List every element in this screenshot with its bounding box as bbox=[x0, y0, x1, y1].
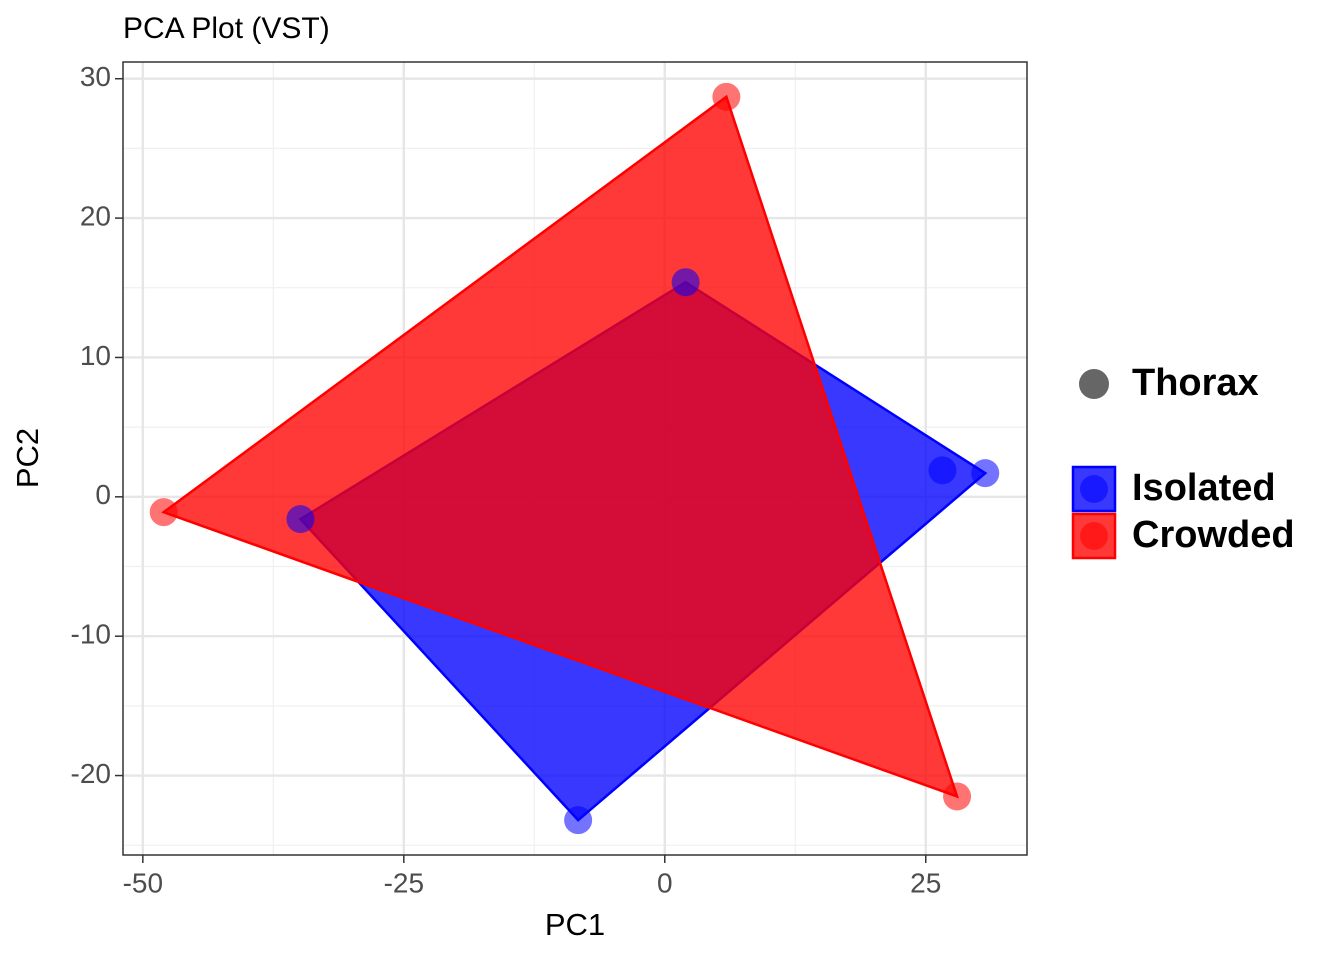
legend-shape-label: Thorax bbox=[1132, 362, 1259, 404]
point bbox=[712, 82, 741, 111]
legend-shape-key bbox=[1079, 369, 1109, 399]
y-tick-label: 20 bbox=[80, 200, 111, 231]
legend-label: Isolated bbox=[1132, 467, 1276, 509]
x-tick-label: 0 bbox=[657, 867, 673, 898]
plot-area bbox=[149, 82, 1000, 835]
legend-key-point bbox=[1080, 475, 1108, 503]
legend: Thorax Isolated Crowded bbox=[1071, 362, 1295, 560]
group-hull bbox=[161, 94, 960, 799]
legend-label: Crowded bbox=[1132, 514, 1295, 556]
y-tick-label: 0 bbox=[95, 479, 111, 510]
y-tick-label: -10 bbox=[71, 619, 111, 650]
panel-border bbox=[122, 61, 1028, 856]
point bbox=[971, 459, 1000, 488]
x-axis-label: PC1 bbox=[545, 907, 605, 942]
point bbox=[671, 268, 700, 297]
x-tick-label: -25 bbox=[384, 867, 424, 898]
point bbox=[149, 498, 178, 527]
x-tick-label: 25 bbox=[910, 867, 941, 898]
point bbox=[943, 782, 972, 811]
chart-title: PCA Plot (VST) bbox=[123, 12, 330, 45]
point bbox=[928, 456, 957, 485]
y-tick-label: 10 bbox=[80, 340, 111, 371]
y-axis-label: PC2 bbox=[10, 428, 45, 488]
y-tick-label: -20 bbox=[71, 758, 111, 789]
axes: -50 -25 0 25 -20 -10 0 10 20 30 bbox=[71, 61, 942, 898]
y-tick-label: 30 bbox=[80, 61, 111, 92]
legend-key-point bbox=[1080, 522, 1108, 550]
point bbox=[564, 806, 593, 835]
x-tick-label: -50 bbox=[123, 867, 163, 898]
point bbox=[286, 505, 315, 534]
